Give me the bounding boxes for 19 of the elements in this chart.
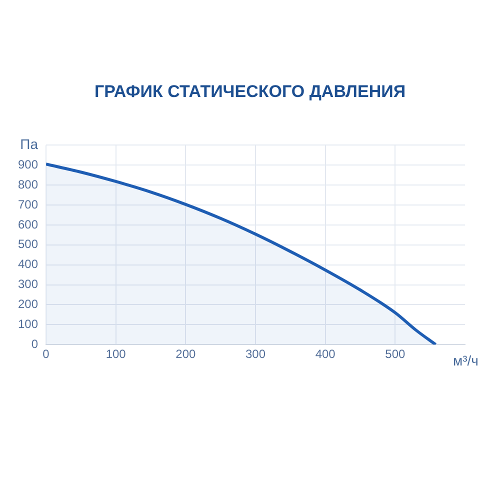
y-tick-label: 500 (18, 237, 38, 252)
y-tick-label: 0 (31, 336, 38, 351)
y-tick-label: 300 (18, 277, 38, 292)
chart-title: ГРАФИК СТАТИЧЕСКОГО ДАВЛЕНИЯ (93, 82, 407, 102)
y-tick-label: 900 (18, 157, 38, 172)
x-tick-label: 100 (106, 347, 126, 362)
y-tick-label: 100 (18, 316, 38, 331)
x-tick-label: 500 (385, 347, 406, 362)
x-axis-title: м³/ч (453, 352, 478, 368)
y-tick-label: 700 (18, 197, 38, 212)
y-tick-label: 600 (18, 217, 38, 232)
y-tick-label: 200 (18, 297, 38, 312)
y-tick-label: 400 (18, 257, 38, 272)
y-tick-label: 800 (18, 177, 38, 192)
x-tick-label: 0 (42, 347, 50, 362)
y-axis-title: Па (20, 136, 38, 152)
x-tick-label: 300 (245, 347, 266, 362)
x-tick-label: 200 (176, 347, 196, 362)
x-tick-label: 400 (315, 347, 336, 362)
